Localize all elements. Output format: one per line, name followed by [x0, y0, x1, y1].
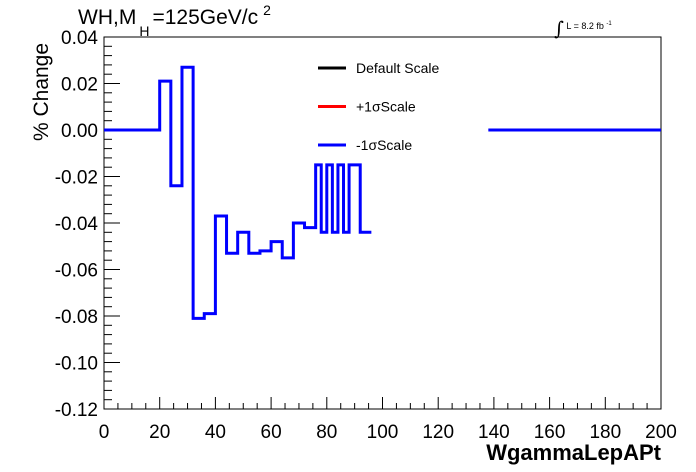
- x-tick-label: 140: [478, 422, 510, 443]
- x-axis-label: WgammaLepAPt: [486, 440, 661, 465]
- legend-label: Default Scale: [356, 60, 439, 76]
- x-tick-label: 40: [205, 422, 226, 443]
- x-tick-label: 20: [149, 422, 170, 443]
- x-tick-label: 200: [645, 422, 677, 443]
- x-tick-label: 160: [534, 422, 566, 443]
- x-tick-label: 180: [589, 422, 621, 443]
- integral-symbol: ∫: [554, 18, 564, 40]
- y-tick-label: -0.04: [55, 214, 99, 235]
- y-tick-label: 0.04: [61, 28, 98, 49]
- legend: Default Scale +1σScale -1σScale: [318, 60, 439, 153]
- title-superscript: 2: [263, 2, 271, 18]
- x-tick-label: 80: [316, 422, 337, 443]
- y-tick-label: -0.06: [55, 261, 98, 282]
- luminosity-superscript: -1: [606, 21, 612, 27]
- series-layer: [104, 65, 661, 320]
- x-tick-label: 60: [261, 422, 282, 443]
- series-line: [104, 65, 661, 320]
- legend-label: +1σScale: [356, 99, 416, 115]
- y-tick-label: -0.08: [55, 307, 98, 328]
- x-tick-label: 0: [99, 422, 110, 443]
- y-tick-label: 0.00: [61, 121, 98, 142]
- y-tick-label: 0.02: [61, 75, 98, 96]
- y-tick-label: -0.10: [55, 354, 98, 375]
- title-rest: =125GeV/c: [152, 6, 259, 29]
- title-main: WH,M: [78, 6, 137, 29]
- luminosity-label: ∫ L = 8.2 fb -1: [554, 12, 612, 40]
- plot-frame: [103, 36, 662, 410]
- chart-title: WH,MH=125GeV/c 2: [78, 2, 271, 39]
- y-axis-label: % Change: [30, 43, 53, 141]
- legend-label: -1σScale: [356, 137, 412, 153]
- y-tick-label: -0.12: [55, 400, 98, 421]
- x-tick-label: 100: [367, 422, 399, 443]
- y-tick-label: -0.02: [55, 168, 98, 189]
- x-tick-label: 120: [422, 422, 454, 443]
- axis-ticks: 0 20 40 60 80 100 120 140 160 180 200 0.04 0.02 0.00 -…: [55, 28, 677, 443]
- title-subscript: H: [139, 23, 150, 39]
- luminosity-text: L = 8.2 fb: [566, 21, 604, 31]
